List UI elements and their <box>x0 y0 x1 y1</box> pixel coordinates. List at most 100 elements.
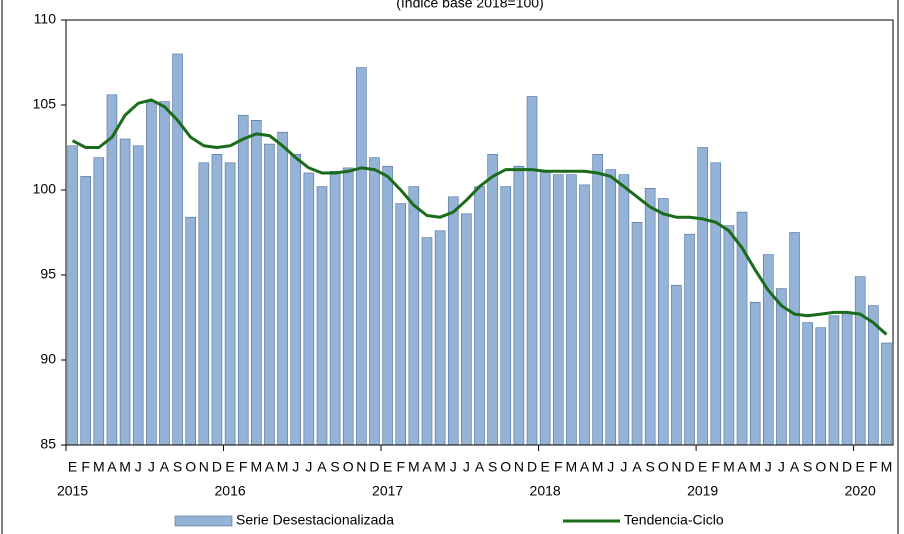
bar <box>447 196 459 446</box>
x-tick-label: J <box>765 459 772 475</box>
year-label: 2015 <box>57 483 88 499</box>
x-tick-label: D <box>684 459 694 475</box>
bar <box>697 147 708 446</box>
y-tick-label: 85 <box>40 436 56 452</box>
bar <box>710 162 722 446</box>
x-tick-label: F <box>869 459 878 475</box>
x-tick-label: O <box>185 459 196 475</box>
x-tick-label: J <box>778 459 785 475</box>
bar <box>461 213 472 446</box>
year-label: 2016 <box>215 483 246 499</box>
bar <box>644 188 656 446</box>
bar <box>671 284 682 446</box>
plot-border <box>65 19 894 446</box>
legend-label: Serie Desestacionalizada <box>236 512 394 528</box>
bar <box>146 101 157 446</box>
x-tick-label: E <box>540 459 549 475</box>
x-tick-label: A <box>580 459 590 475</box>
x-tick-label: D <box>212 459 222 475</box>
x-tick-label: N <box>829 459 839 475</box>
bar <box>789 232 800 446</box>
bar <box>631 222 643 446</box>
year-label: 2017 <box>372 483 403 499</box>
x-tick-label: A <box>160 459 170 475</box>
bar <box>159 101 170 446</box>
legend-swatch <box>174 515 233 527</box>
x-tick-label: O <box>343 459 354 475</box>
bar <box>342 167 354 446</box>
bar <box>421 237 433 446</box>
bar <box>552 174 564 446</box>
x-tick-label: M <box>723 459 735 475</box>
year-label: 2019 <box>687 483 718 499</box>
x-tick-label: J <box>620 459 627 475</box>
x-tick-label: J <box>305 459 312 475</box>
x-tick-label: S <box>803 459 812 475</box>
x-tick-label: M <box>881 459 893 475</box>
x-tick-label: E <box>856 459 865 475</box>
bar <box>749 301 761 446</box>
x-tick-label: E <box>383 459 392 475</box>
x-tick-label: A <box>422 459 432 475</box>
bar <box>854 276 866 446</box>
bar <box>539 171 551 446</box>
x-tick-label: M <box>408 459 420 475</box>
bar <box>618 174 630 446</box>
x-tick-label: N <box>671 459 681 475</box>
x-tick-label: J <box>450 459 457 475</box>
bar <box>776 288 787 446</box>
x-tick-label: A <box>317 459 327 475</box>
bar <box>382 165 393 446</box>
bar <box>881 342 892 446</box>
bar <box>316 186 328 446</box>
x-tick-label: A <box>632 459 642 475</box>
x-tick-label: D <box>369 459 379 475</box>
bar <box>526 96 538 446</box>
bar <box>329 171 341 446</box>
y-tick-label: 105 <box>33 96 57 112</box>
x-tick-label: J <box>135 459 142 475</box>
x-tick-label: S <box>173 459 182 475</box>
x-tick-label: M <box>434 459 446 475</box>
x-tick-label: O <box>658 459 669 475</box>
x-tick-label: N <box>199 459 209 475</box>
bar <box>290 154 302 446</box>
x-tick-label: M <box>749 459 761 475</box>
bar <box>605 169 617 446</box>
bar <box>487 154 498 446</box>
x-tick-label: O <box>815 459 826 475</box>
x-tick-label: E <box>225 459 234 475</box>
x-tick-label: J <box>463 459 470 475</box>
bar <box>513 165 525 446</box>
x-tick-label: J <box>292 459 299 475</box>
x-tick-label: J <box>148 459 155 475</box>
year-label: 2018 <box>530 483 561 499</box>
bar <box>67 145 78 446</box>
x-tick-label: M <box>251 459 263 475</box>
trend-line <box>71 98 888 336</box>
x-tick-label: A <box>475 459 485 475</box>
bar <box>172 53 183 446</box>
bar <box>369 157 380 446</box>
x-tick-label: D <box>527 459 537 475</box>
bar <box>802 322 813 446</box>
x-tick-label: A <box>265 459 275 475</box>
bar <box>224 162 236 446</box>
bar <box>395 203 407 446</box>
bar <box>408 186 420 446</box>
y-tick-label: 100 <box>33 181 57 197</box>
x-tick-label: F <box>239 459 248 475</box>
x-tick-label: M <box>277 459 289 475</box>
bar <box>828 315 840 446</box>
y-tick-label: 110 <box>34 11 57 27</box>
bar <box>500 186 512 446</box>
bar <box>474 186 485 446</box>
x-tick-label: E <box>68 459 77 475</box>
bar <box>106 94 118 446</box>
bar <box>198 162 210 446</box>
x-tick-label: F <box>396 459 405 475</box>
bar <box>93 157 105 446</box>
bar <box>80 176 91 446</box>
bar <box>723 225 735 446</box>
bar <box>237 114 249 446</box>
